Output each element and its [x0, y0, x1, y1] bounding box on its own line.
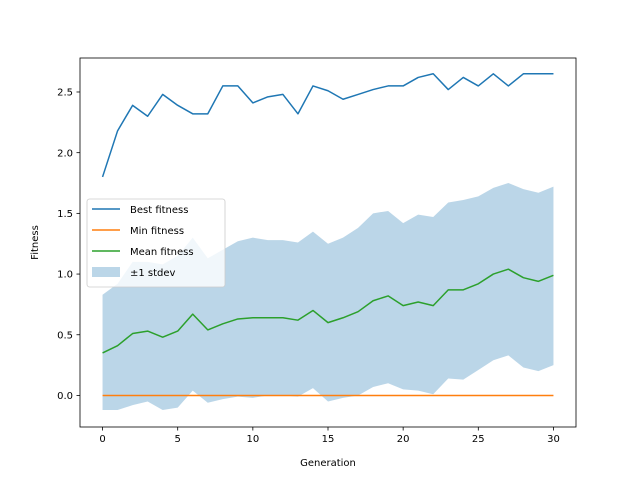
x-tick-label: 20 [397, 434, 410, 445]
legend-label: Best fitness [130, 205, 188, 216]
series-line [101, 73, 554, 178]
y-tick-label: 2.0 [57, 148, 73, 159]
legend-label: Min fitness [130, 226, 184, 237]
y-axis: 0.0 0.5 1.0 1.5 2.0 2.5 [57, 88, 80, 402]
y-tick-label: 0.5 [57, 330, 73, 341]
y-axis-label: Fitness [30, 225, 41, 260]
x-tick-label: 15 [322, 434, 335, 445]
x-tick-label: 5 [175, 434, 181, 445]
x-axis: 0 5 10 15 20 25 30 [99, 427, 560, 445]
legend-item: ±1 stdev [92, 267, 176, 279]
legend-item: Best fitness [92, 205, 188, 216]
x-tick-label: 0 [99, 434, 105, 445]
x-tick-label: 30 [547, 434, 560, 445]
legend-item: Mean fitness [92, 247, 194, 258]
legend-label: ±1 stdev [130, 268, 176, 279]
series-0 [101, 73, 554, 178]
x-tick-label: 10 [246, 434, 259, 445]
y-tick-label: 1.5 [57, 209, 73, 220]
x-tick-label: 25 [472, 434, 485, 445]
y-tick-label: 0.0 [57, 391, 73, 402]
y-tick-label: 2.5 [57, 88, 73, 99]
legend-box [86, 198, 226, 288]
y-tick-label: 1.0 [57, 270, 73, 281]
stdev-band-layer [102, 183, 554, 411]
legend-patch-swatch [92, 267, 120, 277]
legend-label: Mean fitness [130, 247, 194, 258]
legend-item: Min fitness [92, 226, 184, 237]
stdev-band [102, 183, 554, 411]
series-layer [101, 73, 554, 397]
legend: Best fitness Min fitness Mean fitness ±1 st… [86, 198, 226, 288]
series-2 [102, 268, 554, 354]
x-axis-label: Generation [300, 458, 356, 469]
